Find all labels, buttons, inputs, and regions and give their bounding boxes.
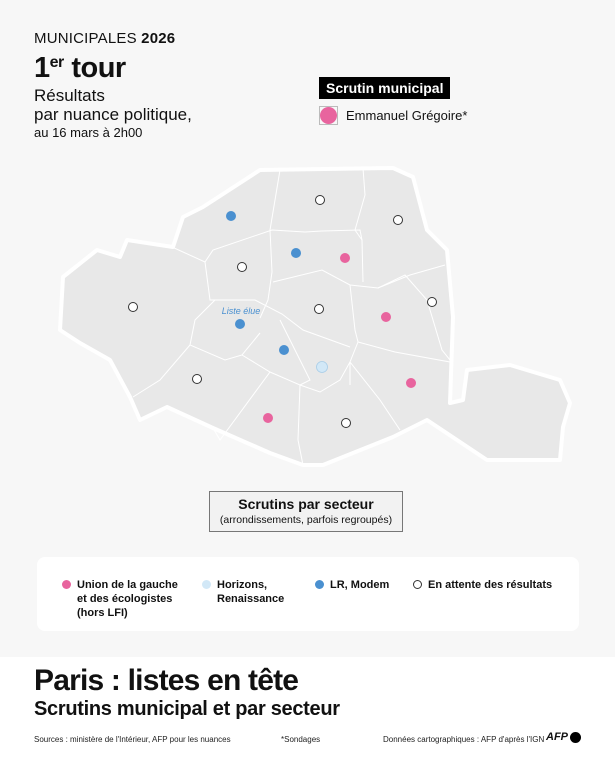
- sector-dot-en-attente: [427, 297, 437, 307]
- sector-dot-lr-modem: [226, 211, 236, 221]
- sector-dot-horizons: [316, 361, 328, 373]
- empty-dot-icon: [413, 580, 422, 589]
- sector-dot-union-gauche: [263, 413, 273, 423]
- sources: Sources : ministère de l'Intérieur, AFP …: [34, 735, 231, 744]
- round-number: 1: [34, 52, 50, 84]
- afp-logo-text: AFP: [546, 731, 568, 743]
- pink-dot-icon: [62, 580, 71, 589]
- legend-label: Horizons, Renaissance: [217, 579, 285, 605]
- leader-name: Emmanuel Grégoire*: [346, 108, 468, 123]
- round-word: tour: [71, 52, 126, 84]
- legend: Union de la gauche et des écologistes (h…: [37, 557, 579, 631]
- legend-item-lr-modem: LR, Modem: [315, 578, 389, 592]
- legend-label: En attente des résultats: [428, 579, 553, 591]
- paris-map: Liste élue: [58, 166, 572, 467]
- legend-item-en-attente: En attente des résultats: [413, 578, 552, 592]
- kicker-year: 2026: [141, 30, 176, 47]
- footer-subtitle: Scrutins municipal et par secteur: [34, 698, 340, 720]
- sector-dot-lr-modem: [279, 345, 289, 355]
- sector-borders: [132, 167, 451, 466]
- subtitle: Résultats par nuance politique,: [34, 86, 192, 124]
- sector-dot-union-gauche: [381, 312, 391, 322]
- footer-title: Paris : listes en tête: [34, 664, 299, 697]
- legend-label: LR, Modem: [330, 579, 390, 591]
- blue-dot-icon: [315, 580, 324, 589]
- kicker-label: MUNICIPALES: [34, 30, 137, 47]
- municipal-label: Scrutin municipal: [319, 77, 451, 99]
- sector-dot-lr-modem: [291, 248, 301, 258]
- municipal-leader: Emmanuel Grégoire*: [319, 106, 467, 125]
- sector-dot-en-attente: [315, 195, 325, 205]
- sector-dots: [128, 195, 437, 428]
- sector-dot-en-attente: [341, 418, 351, 428]
- sector-dot-union-gauche: [406, 378, 416, 388]
- afp-logo: AFP: [546, 731, 581, 743]
- sector-dot-en-attente: [237, 262, 247, 272]
- sector-dot-lr-modem: [235, 319, 245, 329]
- date-label: au 16 mars à 2h00: [34, 125, 143, 140]
- round-sup: er: [49, 54, 65, 71]
- sector-dot-en-attente: [314, 304, 324, 314]
- sector-dot-union-gauche: [340, 253, 350, 263]
- sector-box: Scrutins par secteur (arrondissements, p…: [209, 491, 403, 532]
- leader-dot-icon: [320, 107, 337, 124]
- legend-label: Union de la gauche et des écologistes (h…: [77, 579, 178, 619]
- leader-swatch: [319, 106, 338, 125]
- sector-box-subtitle: (arrondissements, parfois regroupés): [219, 514, 393, 526]
- sector-dot-en-attente: [192, 374, 202, 384]
- sector-dot-en-attente: [128, 302, 138, 312]
- footnote: *Sondages: [281, 735, 321, 744]
- sector-box-title: Scrutins par secteur: [238, 496, 374, 512]
- legend-item-horizons: Horizons, Renaissance: [202, 578, 284, 606]
- light-blue-dot-icon: [202, 580, 211, 589]
- round-title: 1er tour: [34, 52, 126, 85]
- paris-outline: [58, 166, 572, 467]
- subtitle-line1: Résultats: [34, 86, 105, 105]
- afp-logo-circle-icon: [570, 731, 581, 743]
- kicker: MUNICIPALES 2026: [34, 30, 175, 47]
- sector-dot-en-attente: [393, 215, 403, 225]
- elected-annotation: Liste élue: [222, 306, 261, 316]
- footer: [0, 657, 615, 768]
- subtitle-line2: par nuance politique,: [34, 105, 192, 124]
- legend-item-union-gauche: Union de la gauche et des écologistes (h…: [62, 578, 178, 620]
- carto-credit: Données cartographiques : AFP d'après l'…: [383, 735, 545, 744]
